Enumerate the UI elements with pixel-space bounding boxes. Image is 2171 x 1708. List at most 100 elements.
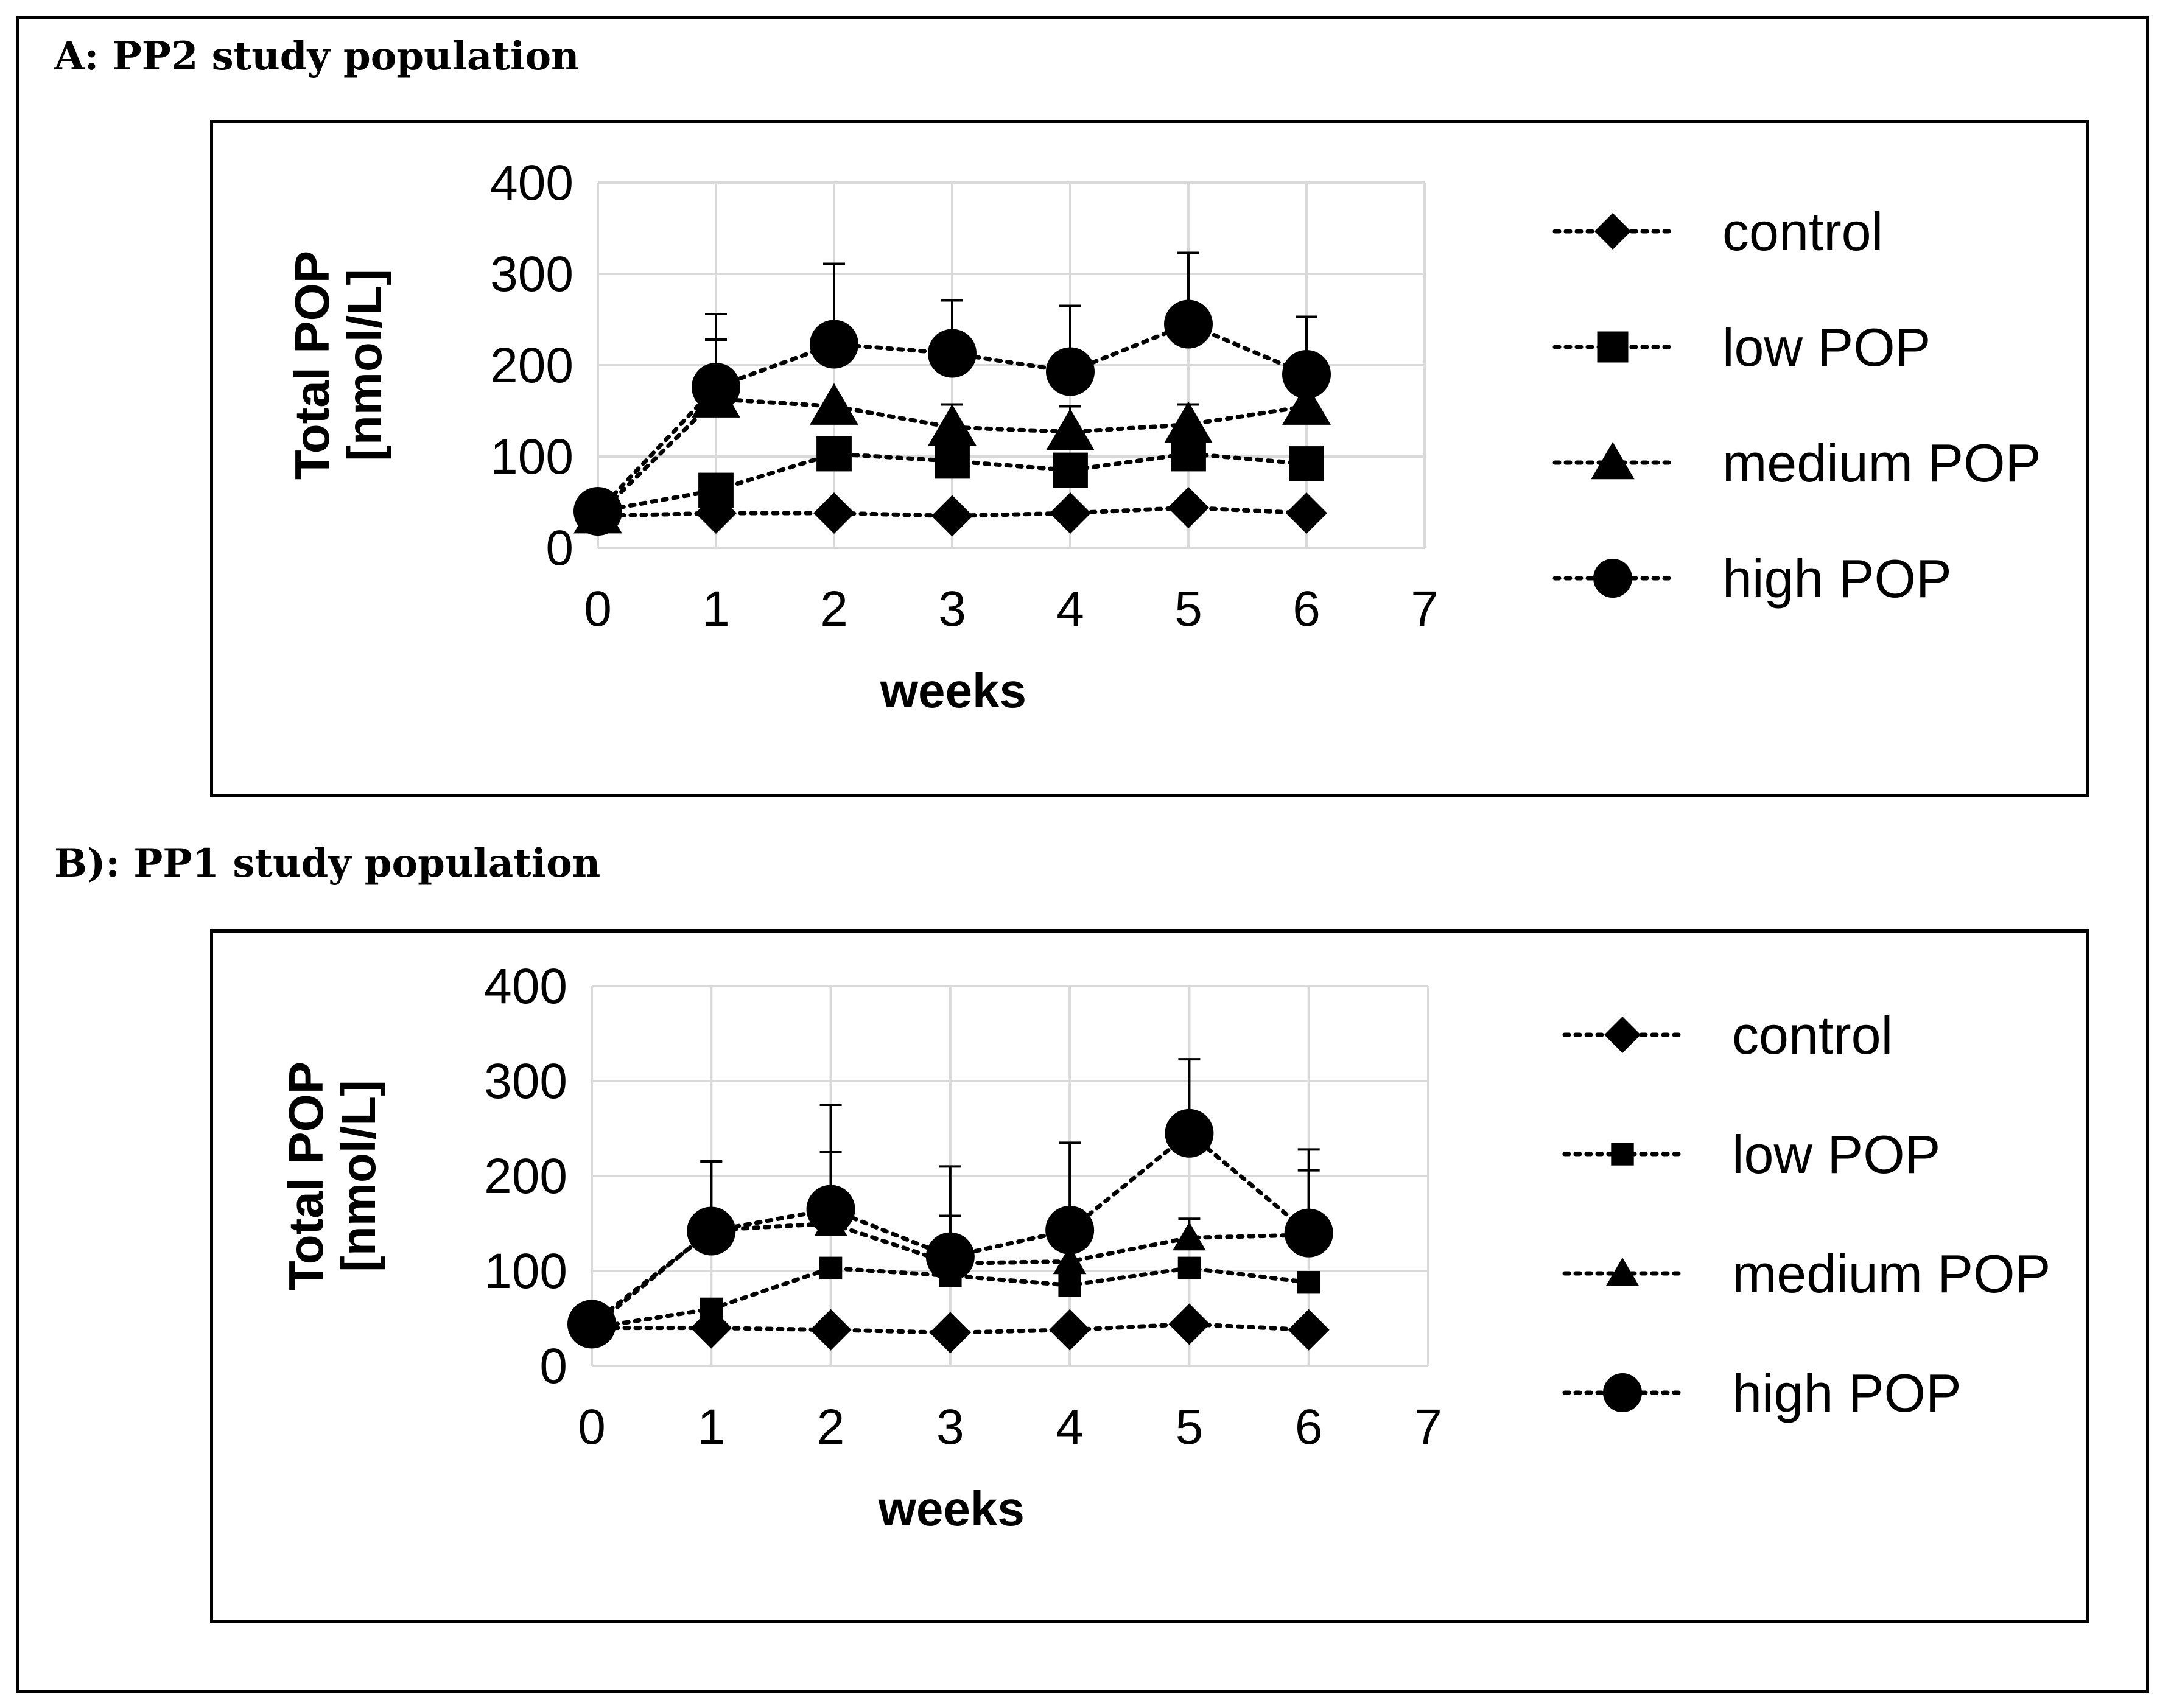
x-tick-label: 2 [817,1399,845,1455]
data-point-triangle [928,404,977,446]
data-point-circle [573,487,622,536]
y-axis-title: Total POP [285,251,339,480]
figure: A: PP2 study population 0 100 200 300 400 0 1 2… [16,16,2149,1693]
x-tick-label: 7 [1414,1399,1442,1455]
legend: control low POP medium POP high POP [1562,1005,2050,1423]
x-tick-label: 4 [1056,581,1084,637]
data-point-circle [567,1300,616,1349]
legend-item-control: control [1562,1005,1893,1065]
y-tick-label: 300 [490,247,573,302]
data-point-circle [1045,1205,1095,1255]
data-point-circle [1164,299,1213,349]
x-tick-label: 7 [1411,581,1439,637]
y-tick-label: 200 [484,1149,567,1204]
series-high-pop [573,299,1331,536]
data-point-circle [928,329,977,378]
data-point-triangle [1282,383,1331,425]
x-tick-label: 6 [1295,1399,1323,1455]
y-axis-title: Total POP [279,1062,333,1290]
chart-svg: 0 100 200 300 400 0 1 2 3 4 5 6 7 weeks Total POP[nmol… [279,959,2050,1536]
panel-a-chart: 0 100 200 300 400 0 1 2 3 4 5 6 7 weeks Total POP [nmol… [210,120,2089,797]
data-point-diamond [929,1312,971,1354]
legend-marker-diamond [1604,1017,1641,1053]
data-point-diamond [1049,1309,1091,1351]
error-bars [700,1058,1320,1264]
x-tick-label: 1 [697,1399,725,1455]
legend-label: high POP [1732,1363,1962,1423]
legend-item-medium-pop: medium POP [1552,433,2041,493]
series-control [577,487,1327,537]
data-point-square [816,436,852,472]
x-axis-title: weeks [878,1482,1025,1536]
data-point-triangle [810,383,858,425]
legend-marker-circle [1603,1373,1642,1412]
data-point-circle [1046,347,1095,396]
data-point-square [1053,452,1088,488]
data-point-circle [806,1185,855,1234]
data-point-square [935,443,970,479]
legend-label: low POP [1722,317,1931,377]
data-point-triangle [1164,401,1213,443]
legend-label: high POP [1722,548,1952,609]
data-point-circle [810,320,858,369]
legend-label: medium POP [1722,433,2041,493]
x-tick-label: 0 [578,1399,606,1455]
data-point-circle [1165,1108,1214,1158]
x-tick-label: 5 [1174,581,1202,637]
data-point-square [1058,1273,1081,1297]
data-point-square [700,1297,723,1321]
data-point-triangle [1053,1245,1087,1275]
data-point-circle [692,363,740,411]
legend-item-high-pop: high POP [1552,548,1952,609]
y-axis-title: [nmol/L] [331,1080,385,1272]
y-tick-label: 400 [490,155,573,211]
legend-label: medium POP [1732,1244,2050,1304]
data-point-circle [687,1206,736,1256]
y-tick-label: 100 [484,1244,567,1299]
data-point-circle [925,1232,975,1281]
data-point-square [1177,1256,1201,1280]
panel-a-title: A: PP2 study population [54,33,580,79]
chart-svg: 0 100 200 300 400 0 1 2 3 4 5 6 7 weeks Total POP[nmol… [285,155,2041,718]
x-tick-label: 2 [820,581,848,637]
legend-label: low POP [1732,1124,1940,1185]
legend-item-medium-pop: medium POP [1562,1244,2050,1304]
legend-item-low-pop: low POP [1552,317,1931,377]
legend-item-control: control [1552,201,1883,262]
legend-marker-diamond [1594,213,1631,250]
legend-label: control [1722,201,1883,262]
x-tick-label: 0 [584,581,612,637]
data-point-square [819,1256,843,1280]
data-point-diamond [1050,492,1091,534]
data-point-diamond [1286,492,1327,534]
panel-b-title: B): PP1 study population [54,841,601,886]
legend-marker-triangle [1605,1258,1640,1286]
data-point-diamond [931,495,973,537]
data-point-diamond [810,1309,852,1351]
data-point-square [698,472,734,508]
y-tick-label: 0 [545,520,573,576]
gridlines [597,181,1426,549]
series-control [571,1303,1330,1354]
data-point-triangle [1046,408,1095,450]
data-point-square [1297,1271,1320,1294]
x-tick-label: 6 [1292,581,1320,637]
data-point-diamond [1168,487,1209,528]
y-tick-label: 100 [490,429,573,485]
x-tick-label: 1 [702,581,730,637]
data-point-triangle [1173,1222,1206,1251]
legend-marker-circle [1593,559,1632,598]
x-axis-title: weeks [880,663,1026,718]
data-point-diamond [1288,1309,1330,1351]
legend-marker-square [1611,1143,1634,1166]
x-tick-label: 3 [938,581,966,637]
y-axis-title: [nmol/L] [337,269,391,461]
y-tick-label: 0 [539,1339,567,1394]
y-tick-label: 300 [484,1054,567,1109]
legend-item-low-pop: low POP [1562,1124,1940,1185]
x-tick-label: 5 [1176,1399,1204,1455]
legend-marker-square [1597,331,1629,363]
x-tick-label: 4 [1056,1399,1084,1455]
legend-marker-triangle [1591,442,1635,480]
data-point-diamond [1168,1303,1210,1345]
